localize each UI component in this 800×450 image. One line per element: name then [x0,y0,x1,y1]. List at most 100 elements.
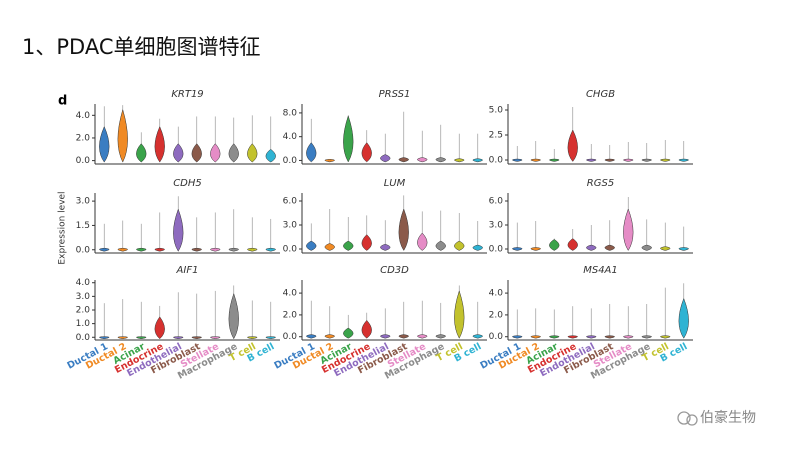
violin-body [117,108,128,163]
y-tick-label: 2.5 [489,131,503,141]
violin-body [530,247,541,251]
y-tick-label: 4.0 [489,289,504,299]
violin-body [604,158,615,162]
panel-title: LUM [384,178,406,189]
y-tick-label: 1.5 [76,221,90,231]
y-tick-label: 0.0 [76,156,91,166]
violin-body [191,336,202,340]
violin-body [324,334,335,339]
violin-body [549,239,560,251]
violin-body [173,208,184,252]
violin-body [380,334,391,339]
violin-body [324,158,335,163]
violin-body [343,115,354,163]
y-tick-label: 0.0 [283,332,298,342]
violin-body [586,158,597,162]
violin-body [343,240,354,251]
violin-body [228,247,239,252]
y-tick-label: 4.0 [76,111,91,121]
violin-body [530,335,541,339]
violin-body [660,246,671,251]
violin-body [678,247,689,251]
violin-body [641,244,652,251]
violin-body [210,143,221,163]
y-tick-label: 0.0 [283,245,298,255]
y-tick-label: 6.0 [283,197,298,207]
violin-body [586,335,597,339]
violin-body [586,244,597,251]
violin-body [472,244,483,251]
violin-body [660,335,671,339]
violin-body [247,143,258,163]
violin-body [210,336,221,340]
y-tick-label: 3.0 [283,221,298,231]
violin-body [247,336,258,340]
violin-body [435,240,446,251]
violin-body [265,336,276,340]
violin-body [154,247,165,252]
y-tick-label: 0.0 [76,333,91,343]
y-tick-label: 2.0 [283,310,298,320]
violin-body [604,335,615,339]
y-tick-label: 4.0 [283,132,298,142]
violin-body [623,158,634,162]
violin-body [641,335,652,339]
violin-body [228,143,239,163]
panel-title: CHGB [586,89,615,100]
violin-body [361,319,372,339]
violin-body [641,158,652,162]
y-tick-label: 5.0 [489,106,504,116]
violin-body [191,143,202,163]
y-tick-label: 3.0 [76,197,91,207]
violin-body [678,158,689,162]
violin-body [306,240,317,251]
panel-title: AIF1 [176,265,199,276]
watermark: 伯豪生物 [700,410,756,426]
violin-body [247,247,258,252]
violin-body [623,208,634,251]
y-tick-label: 8.0 [283,108,298,118]
y-tick-label: 0.0 [489,156,504,166]
violin-body [417,334,428,339]
violin-body [343,327,354,339]
violin-body [398,208,409,251]
violin-body [512,247,523,251]
y-tick-label: 1.0 [76,319,91,329]
violin-body [154,316,165,340]
violin-body [512,158,523,162]
panel-title: CD3D [380,265,409,276]
y-tick-label: 4.0 [283,289,298,299]
watermark-icon [677,411,698,426]
violin-body [99,126,110,163]
y-tick-label: 4.0 [76,278,91,288]
violin-body [136,336,147,340]
panel-label: d [58,94,67,109]
violin-body [678,297,689,339]
slide-title: 1、PDAC单细胞图谱特征 [22,35,261,59]
violin-body [567,335,578,339]
violin-body [117,247,128,252]
violin-body [380,154,391,163]
violin-body [173,143,184,163]
violin-body [398,334,409,339]
violin-body [265,148,276,163]
violin-body [210,247,221,252]
y-tick-label: 6.0 [489,197,504,207]
y-tick-label: 0.0 [283,156,298,166]
violin-body [567,129,578,162]
y-tick-label: 2.0 [76,306,91,316]
panel-title: MS4A1 [583,265,618,276]
violin-body [324,243,335,251]
violin-body [191,247,202,252]
violin-body [472,334,483,339]
violin-body [417,232,428,251]
violin-body [99,336,110,340]
violin-body [454,240,465,251]
violin-body [117,336,128,340]
y-tick-label: 3.0 [489,221,504,231]
violin-body [417,157,428,163]
y-tick-label: 0.0 [489,332,504,342]
y-axis-label: Expression level [58,191,68,264]
violin-body [454,158,465,163]
